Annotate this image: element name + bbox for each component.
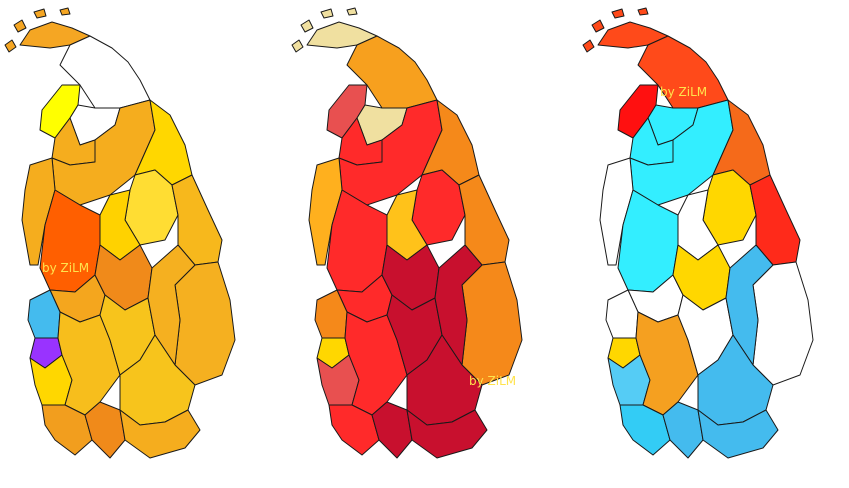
islet-3 <box>33 8 47 19</box>
islet-2 <box>13 19 27 33</box>
district-jaffna <box>597 21 669 49</box>
district-hambantota <box>406 409 488 459</box>
district-puttalam <box>599 157 634 266</box>
district-jaffna <box>306 21 378 49</box>
district-puttalam <box>21 157 56 266</box>
district-matara <box>662 401 704 459</box>
district-ampara <box>752 261 814 386</box>
watermark-text: by ZiLM <box>660 85 707 99</box>
islet-3 <box>611 8 625 19</box>
map-middle: by ZiLM <box>291 7 523 459</box>
map-right: by ZiLM <box>582 7 814 459</box>
islet-1 <box>4 39 17 53</box>
watermark-text: by ZiLM <box>42 261 89 275</box>
map-left: by ZiLM <box>4 7 236 459</box>
islet-4 <box>637 7 649 16</box>
islet-2 <box>300 19 314 33</box>
district-matara <box>371 401 413 459</box>
district-hambantota <box>119 409 201 459</box>
islet-4 <box>59 7 71 16</box>
district-ampara <box>461 261 523 386</box>
district-puttalam <box>308 157 343 266</box>
district-matara <box>84 401 126 459</box>
islet-1 <box>291 39 304 53</box>
district-galle <box>328 404 380 456</box>
district-galle <box>619 404 671 456</box>
islet-4 <box>346 7 358 16</box>
district-ampara <box>174 261 236 386</box>
district-jaffna <box>19 21 91 49</box>
islet-1 <box>582 39 595 53</box>
islet-3 <box>320 8 334 19</box>
district-galle <box>41 404 93 456</box>
district-hambantota <box>697 409 779 459</box>
watermark-text: by ZiLM <box>469 374 516 388</box>
islet-2 <box>591 19 605 33</box>
